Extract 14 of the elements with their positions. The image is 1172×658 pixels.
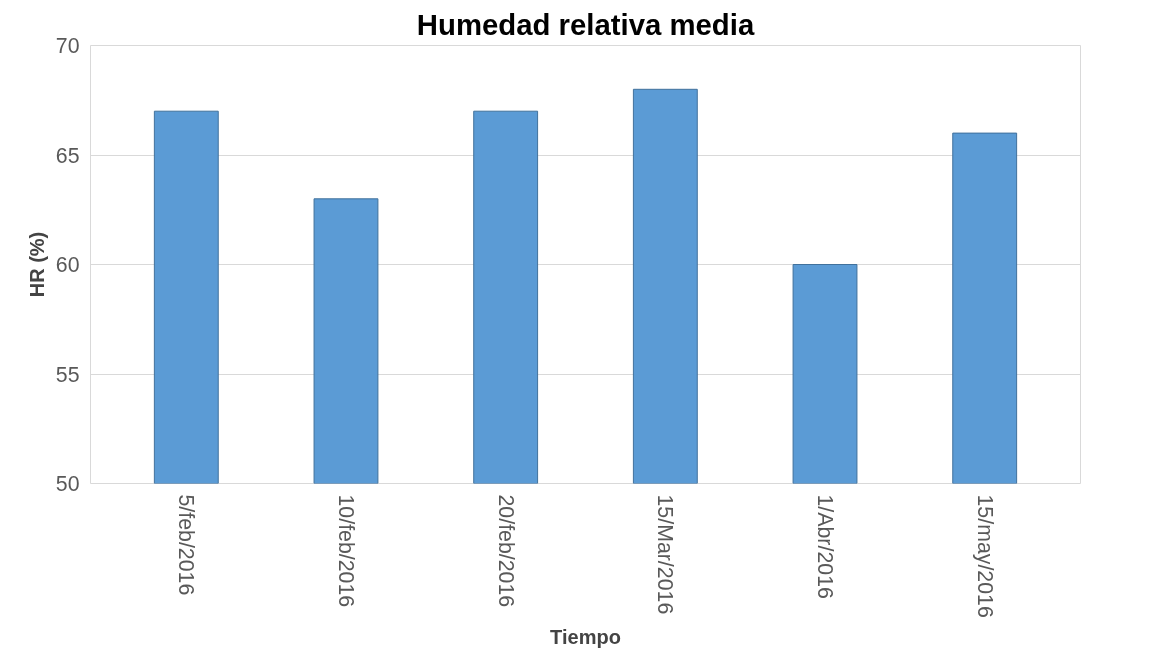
x-tick-label: 5/feb/2016: [174, 494, 199, 596]
y-tick-label: 70: [55, 34, 80, 58]
y-tick-label: 50: [55, 472, 80, 496]
x-tick-label: 20/feb/2016: [493, 494, 518, 608]
x-tick-label: 1/Abr/2016: [813, 494, 838, 599]
y-axis-title: HR (%): [25, 231, 48, 298]
x-tick-label: 15/Mar/2016: [653, 494, 678, 615]
y-tick-label: 65: [55, 143, 80, 168]
chart-title: Humedad relativa media: [416, 7, 755, 41]
x-axis-title: Tiempo: [550, 625, 621, 648]
y-tick-label: 60: [55, 253, 80, 277]
y-tick-label: 55: [55, 362, 80, 387]
x-tick-label: 15/may/2016: [972, 494, 997, 618]
x-tick-label: 10/feb/2016: [333, 494, 358, 608]
